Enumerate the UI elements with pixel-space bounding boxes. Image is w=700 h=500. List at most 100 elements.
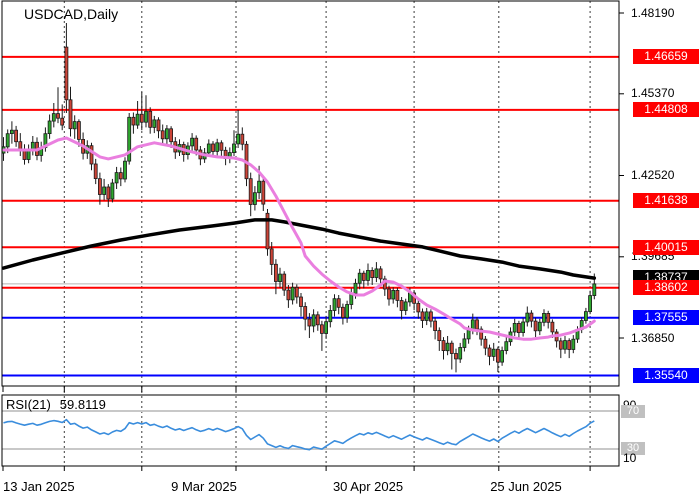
candle-body — [399, 300, 404, 311]
candle-body — [169, 128, 174, 143]
candle-body — [22, 150, 27, 160]
rsi-pane-border — [1, 394, 620, 467]
rsi-value: 59.8119 — [59, 397, 106, 412]
candle-body — [64, 46, 69, 101]
candle-body — [592, 283, 597, 296]
candle-body — [517, 322, 521, 333]
candle-body — [584, 311, 588, 321]
candle-body — [370, 269, 375, 278]
candle-body — [550, 321, 555, 333]
candle-body — [5, 133, 10, 148]
candle-body — [139, 113, 144, 123]
candle-body — [286, 289, 291, 301]
candle-body — [215, 142, 220, 152]
candle-body — [571, 338, 576, 350]
candle-body — [219, 142, 224, 151]
candle-body — [387, 288, 391, 300]
candle-body — [156, 119, 161, 132]
candle-body — [454, 353, 458, 360]
candle-body — [248, 178, 253, 205]
candle-body — [558, 340, 563, 350]
candle-body — [449, 342, 454, 354]
candle-body — [315, 314, 320, 326]
candle-body — [441, 340, 446, 352]
candle-body — [428, 311, 433, 322]
rsi-indicator-label: RSI(21) 59.8119 — [6, 397, 106, 412]
candle-body — [403, 301, 408, 311]
candle-body — [395, 289, 400, 301]
candle-body — [269, 248, 274, 265]
candle-body — [282, 273, 287, 291]
candle-body — [118, 172, 123, 180]
candle-body — [236, 133, 241, 145]
candle-body — [273, 263, 278, 282]
candle-body — [366, 269, 370, 281]
ma-slow-line — [1, 218, 597, 280]
candle-body — [533, 320, 538, 332]
candle-body — [206, 143, 211, 154]
candle-body — [9, 129, 14, 134]
candle-body — [14, 129, 19, 143]
candle-body — [72, 121, 77, 130]
candle-body — [77, 121, 81, 140]
candle-body — [521, 321, 525, 334]
candle-body — [458, 347, 463, 360]
ma-fast-line — [2, 136, 596, 341]
candle-body — [495, 348, 500, 363]
candle-body — [194, 137, 199, 151]
candle-body — [51, 113, 56, 122]
candle-body — [60, 117, 65, 126]
candle-body — [102, 186, 106, 195]
candle-body — [588, 295, 592, 313]
candle-body — [567, 340, 572, 350]
candle-body — [47, 120, 52, 135]
candle-body — [93, 163, 98, 180]
candle-body — [500, 350, 505, 363]
candle-body — [135, 113, 140, 126]
candle-body — [529, 312, 534, 322]
candle-body — [328, 310, 333, 323]
candle-body — [106, 186, 111, 200]
candle-body — [232, 143, 236, 154]
candle-body — [361, 272, 366, 281]
candle-body — [466, 329, 471, 340]
candle-body — [261, 180, 266, 205]
candle-body — [299, 296, 303, 307]
candle-body — [525, 312, 530, 323]
candle-body — [537, 321, 542, 332]
candle-body — [68, 99, 73, 130]
candle-body — [475, 319, 479, 330]
candle-body — [487, 347, 492, 357]
candle-body — [353, 282, 358, 294]
candle-body — [127, 116, 132, 162]
candle-body — [131, 116, 136, 126]
candle-body — [311, 314, 316, 327]
candle-body — [26, 149, 31, 160]
candle-body — [374, 268, 379, 278]
candle-body — [160, 130, 165, 140]
candle-body — [144, 110, 148, 123]
candle-body — [148, 110, 153, 128]
candle-body — [378, 268, 383, 280]
candle-body — [98, 178, 102, 195]
candle-body — [278, 273, 282, 283]
candle-body — [504, 341, 509, 352]
candles-layer — [1, 23, 597, 373]
candle-body — [56, 113, 60, 119]
candle-body — [433, 320, 438, 332]
candle-body — [563, 340, 567, 350]
candle-body — [332, 298, 337, 311]
candle-body — [190, 137, 195, 147]
candle-body — [211, 143, 215, 152]
candle-body — [340, 306, 345, 318]
candle-body — [483, 338, 488, 349]
candle-body — [257, 180, 262, 194]
candle-body — [252, 192, 257, 205]
chart-symbol-title: USDCAD,Daily — [24, 6, 119, 22]
candle-body — [89, 145, 94, 165]
candle-body — [294, 286, 299, 298]
candle-body — [512, 322, 517, 333]
candle-body — [546, 312, 551, 323]
